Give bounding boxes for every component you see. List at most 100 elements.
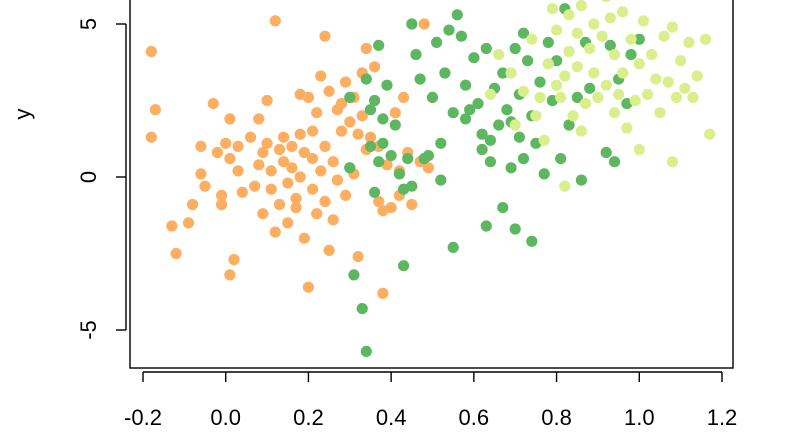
data-point-series-2 bbox=[509, 42, 521, 55]
data-point-series-3 bbox=[571, 61, 583, 73]
data-point-series-1 bbox=[232, 140, 244, 152]
data-point-series-3 bbox=[575, 0, 588, 12]
data-point-series-3 bbox=[699, 33, 712, 45]
data-point-series-2 bbox=[571, 91, 583, 103]
data-point-series-1 bbox=[278, 156, 290, 168]
y-tick-label: 5 bbox=[76, 18, 101, 30]
data-point-series-1 bbox=[224, 153, 236, 165]
y-axis-title: y bbox=[10, 109, 35, 120]
data-point-series-3 bbox=[571, 27, 583, 39]
data-point-series-3 bbox=[579, 98, 592, 110]
data-point-series-3 bbox=[584, 42, 596, 55]
data-point-series-1 bbox=[418, 18, 430, 30]
data-point-series-1 bbox=[149, 104, 161, 116]
data-point-series-1 bbox=[385, 202, 397, 214]
data-point-series-2 bbox=[476, 128, 488, 140]
data-point-series-1 bbox=[369, 61, 381, 73]
data-point-series-3 bbox=[604, 12, 616, 24]
data-point-series-2 bbox=[538, 168, 550, 180]
data-point-series-3 bbox=[546, 3, 559, 15]
data-point-series-2 bbox=[563, 119, 575, 131]
data-point-series-3 bbox=[691, 70, 703, 82]
data-point-series-2 bbox=[542, 36, 554, 49]
data-point-series-3 bbox=[538, 134, 550, 146]
data-point-series-1 bbox=[244, 131, 257, 143]
data-point-series-2 bbox=[555, 153, 567, 165]
data-point-series-2 bbox=[460, 79, 472, 91]
data-point-series-2 bbox=[377, 113, 389, 125]
data-point-series-3 bbox=[534, 91, 546, 103]
data-point-series-2 bbox=[373, 156, 385, 168]
data-point-series-3 bbox=[633, 58, 645, 70]
data-point-series-3 bbox=[592, 91, 604, 103]
data-point-series-2 bbox=[464, 104, 476, 116]
data-point-series-2 bbox=[625, 49, 637, 61]
data-point-series-1 bbox=[352, 251, 364, 263]
x-tick-label: 1.2 bbox=[707, 405, 738, 430]
data-point-series-2 bbox=[360, 73, 372, 85]
y-tick-label: 0 bbox=[76, 171, 101, 183]
data-point-series-1 bbox=[335, 125, 348, 137]
data-point-series-2 bbox=[356, 303, 368, 315]
data-point-series-3 bbox=[617, 67, 629, 79]
data-point-series-2 bbox=[447, 107, 459, 119]
data-point-series-2 bbox=[422, 150, 434, 162]
data-point-series-1 bbox=[236, 186, 248, 198]
data-point-series-2 bbox=[373, 39, 385, 52]
points-layer bbox=[145, 0, 716, 357]
data-point-series-2 bbox=[513, 131, 526, 143]
data-point-series-2 bbox=[600, 146, 612, 159]
data-point-series-3 bbox=[596, 30, 608, 42]
data-point-series-2 bbox=[509, 223, 521, 235]
data-point-series-3 bbox=[658, 30, 670, 42]
data-point-series-1 bbox=[319, 195, 331, 208]
data-point-series-1 bbox=[307, 153, 319, 165]
data-point-series-3 bbox=[621, 122, 633, 134]
data-point-series-3 bbox=[530, 110, 542, 122]
data-point-series-3 bbox=[617, 6, 629, 18]
data-point-series-2 bbox=[497, 67, 509, 79]
data-point-series-3 bbox=[683, 36, 695, 49]
data-point-series-3 bbox=[588, 67, 600, 79]
data-point-series-1 bbox=[327, 214, 339, 226]
data-point-series-1 bbox=[356, 110, 368, 122]
data-point-series-2 bbox=[505, 162, 517, 174]
data-point-series-2 bbox=[406, 18, 418, 30]
data-point-series-2 bbox=[443, 24, 455, 36]
data-point-series-2 bbox=[484, 156, 496, 168]
data-point-series-3 bbox=[575, 125, 588, 137]
data-point-series-1 bbox=[307, 183, 319, 195]
data-point-series-1 bbox=[319, 140, 331, 152]
data-point-series-2 bbox=[480, 220, 492, 232]
data-point-series-2 bbox=[455, 30, 467, 42]
data-point-series-1 bbox=[302, 91, 314, 103]
data-point-series-2 bbox=[402, 153, 414, 165]
data-point-series-2 bbox=[460, 113, 472, 125]
x-tick-label: 0.4 bbox=[376, 405, 407, 430]
data-point-series-1 bbox=[278, 131, 290, 143]
x-tick-label: -0.2 bbox=[124, 405, 162, 430]
data-point-series-1 bbox=[315, 165, 327, 177]
data-point-series-1 bbox=[253, 113, 265, 125]
data-point-series-3 bbox=[637, 15, 650, 27]
data-point-series-1 bbox=[422, 162, 434, 174]
data-point-series-2 bbox=[439, 67, 451, 79]
data-point-series-1 bbox=[273, 198, 286, 211]
data-point-series-3 bbox=[608, 107, 621, 119]
data-point-series-2 bbox=[575, 174, 588, 186]
data-point-series-1 bbox=[340, 76, 352, 88]
data-point-series-1 bbox=[344, 116, 356, 128]
data-point-series-2 bbox=[377, 137, 389, 149]
data-point-series-2 bbox=[501, 104, 513, 116]
data-point-series-2 bbox=[360, 345, 372, 357]
data-point-series-2 bbox=[364, 140, 377, 152]
data-point-series-1 bbox=[170, 247, 182, 260]
data-point-series-2 bbox=[608, 156, 621, 168]
data-point-series-2 bbox=[451, 9, 463, 21]
data-point-series-1 bbox=[265, 165, 277, 177]
data-point-series-1 bbox=[199, 180, 211, 192]
data-point-series-2 bbox=[398, 260, 410, 272]
data-point-series-1 bbox=[253, 159, 265, 171]
data-point-series-2 bbox=[604, 39, 616, 52]
data-point-series-1 bbox=[340, 189, 352, 201]
